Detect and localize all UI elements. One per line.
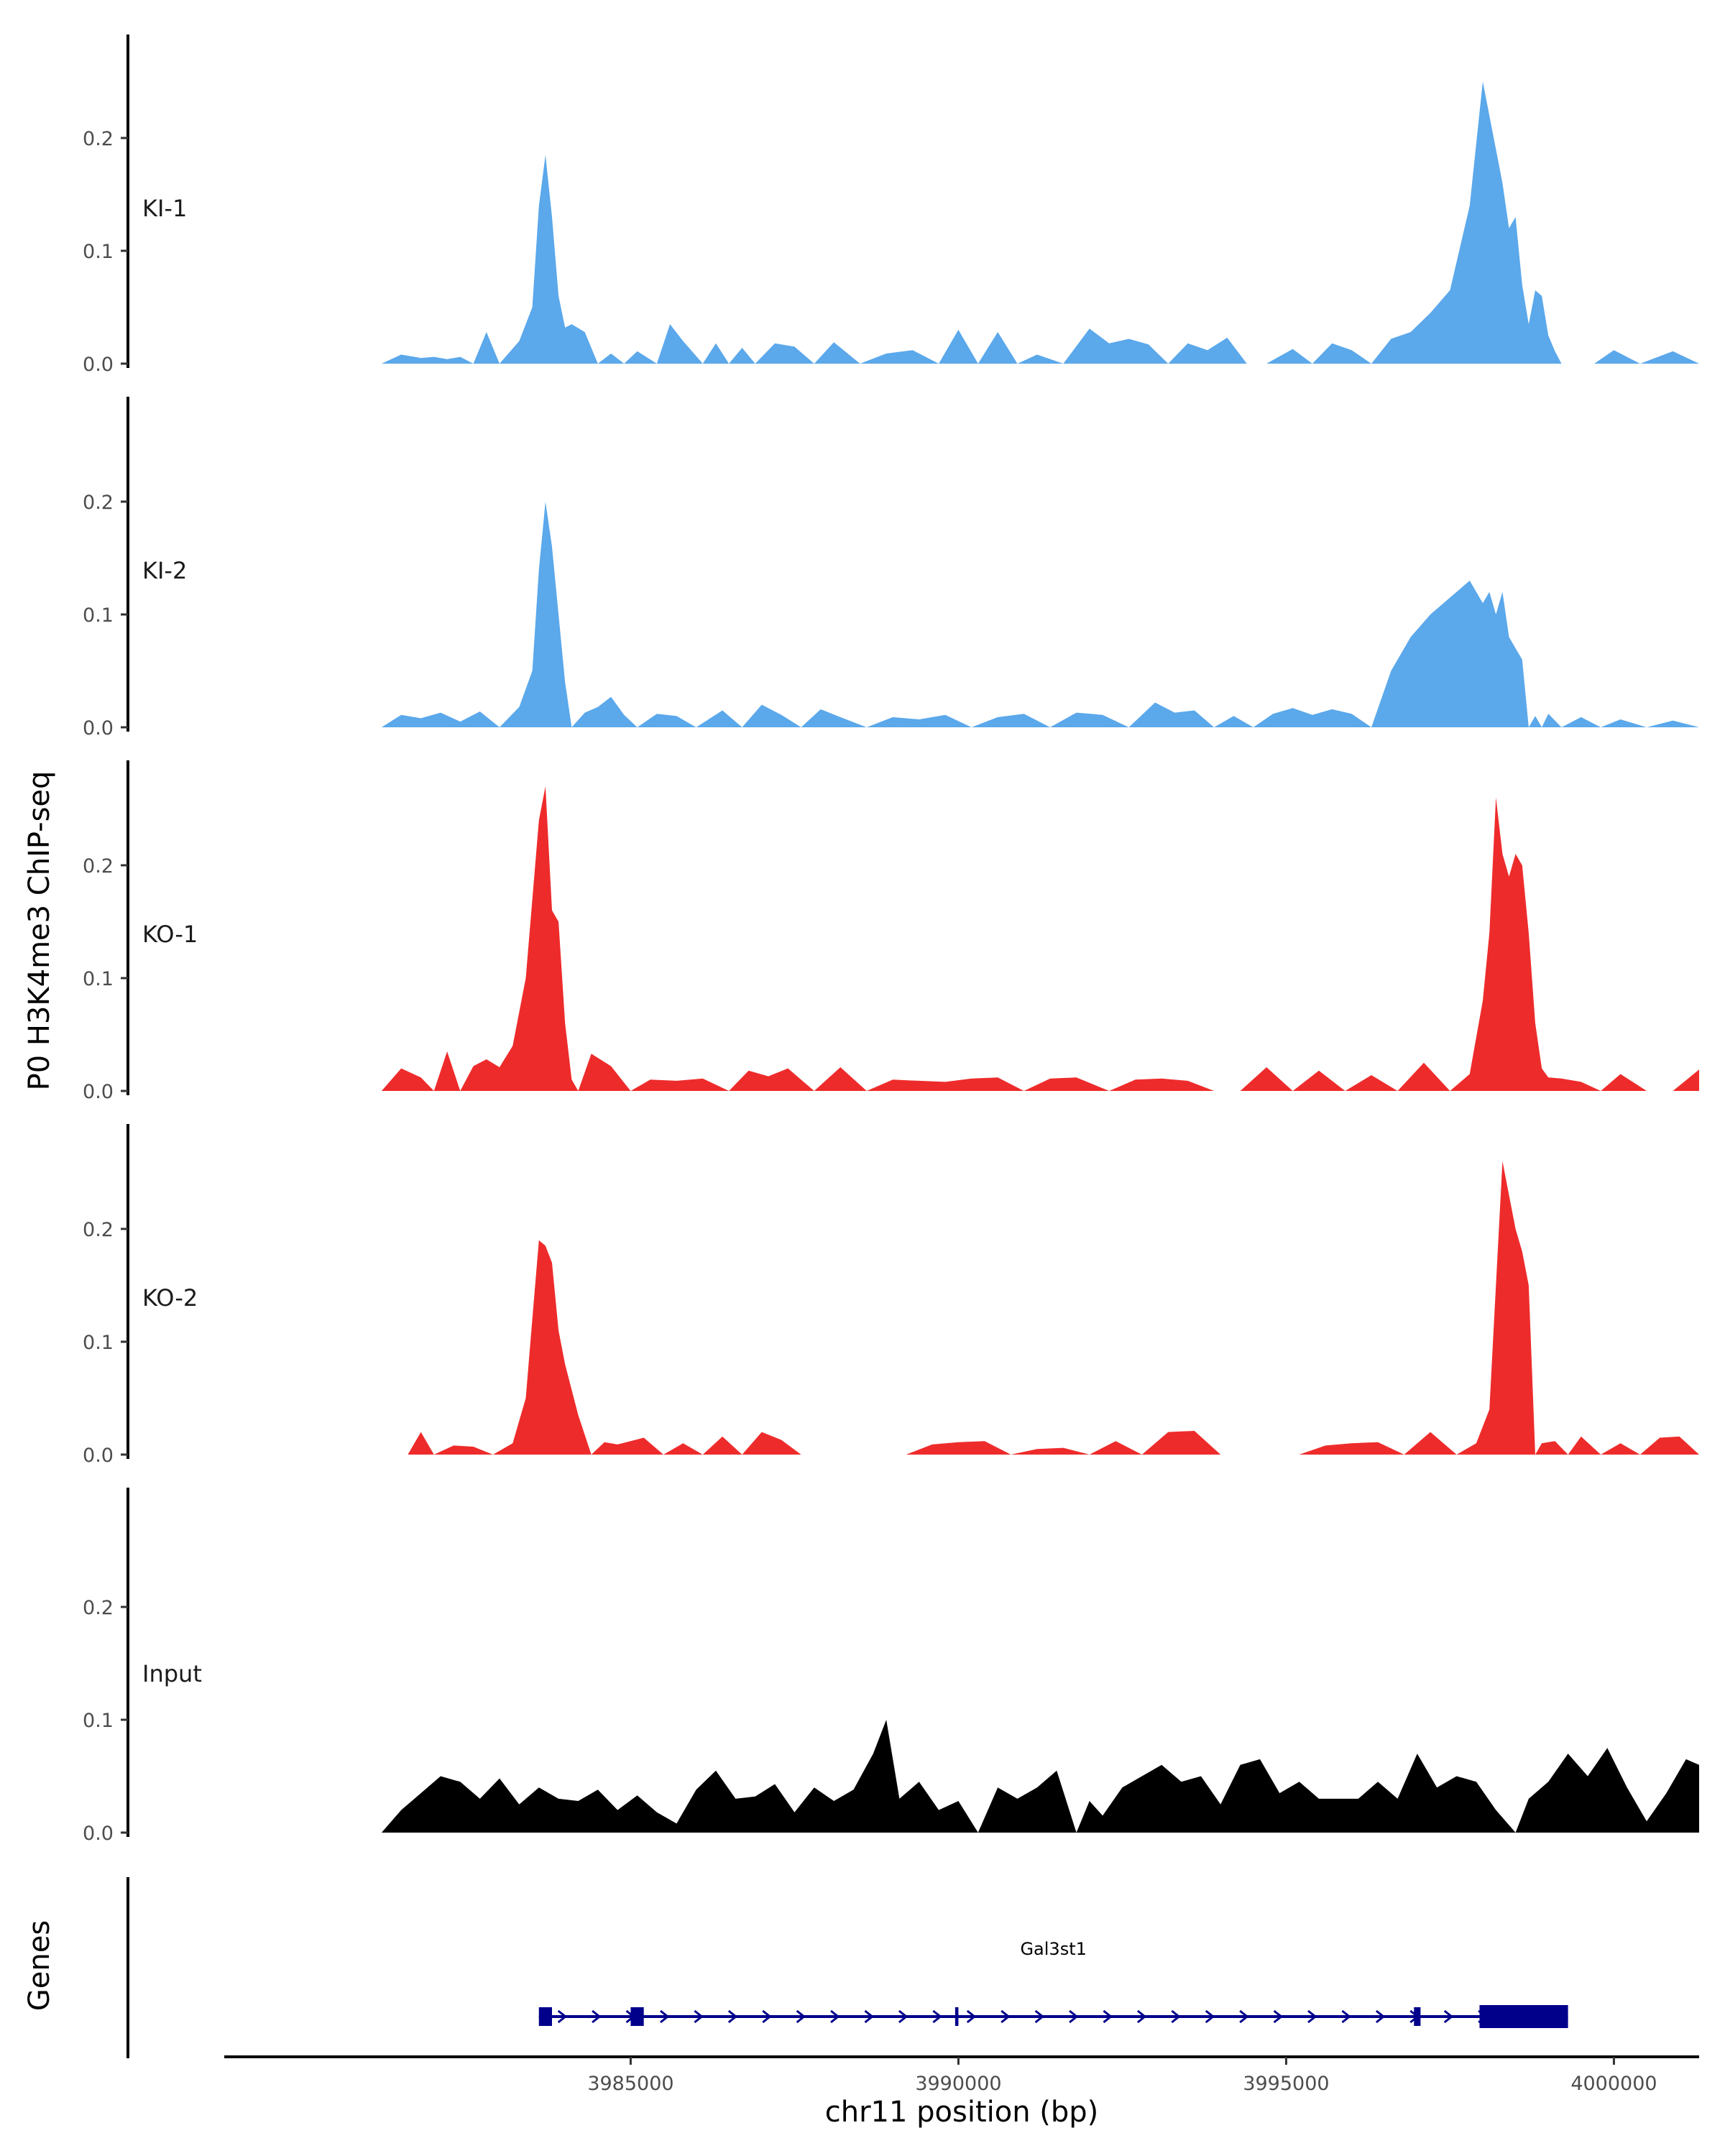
strand-arrow	[1341, 2009, 1351, 2024]
strand-arrow	[694, 2009, 704, 2024]
strand-arrow	[1273, 2009, 1283, 2024]
y-axis-title: P0 H3K4me3 ChIP-seq	[23, 771, 56, 1091]
y-tick-label: 0.0	[83, 1445, 114, 1467]
gene-exon	[630, 2007, 644, 2026]
strand-arrow	[1000, 2009, 1011, 2024]
y-tick-label: 0.2	[83, 1597, 114, 1619]
track-label: KO-1	[142, 921, 198, 948]
y-tick-label: 0.2	[83, 128, 114, 150]
track-label: KO-2	[142, 1284, 198, 1312]
signal-area-input	[381, 1720, 1699, 1833]
y-tick-label: 0.1	[83, 241, 114, 263]
genes-axis-title: Genes	[23, 1920, 56, 2011]
signal-area-ko-1	[381, 786, 1699, 1091]
x-tick-label: 3985000	[587, 2073, 673, 2095]
strand-arrow	[830, 2009, 840, 2024]
track-ko-1: 0.0 0.1 0.2 KO-1	[83, 760, 1699, 1103]
y-tick-label: 0.2	[83, 492, 114, 514]
track-label: Input	[142, 1660, 202, 1687]
y-tick-label: 0.0	[83, 717, 114, 740]
x-axis-title: chr11 position (bp)	[825, 2096, 1099, 2129]
gene-exon	[1414, 2007, 1421, 2026]
strand-arrow	[966, 2009, 977, 2024]
strand-arrow	[660, 2009, 670, 2024]
y-tick-label: 0.2	[83, 855, 114, 877]
strand-arrow	[898, 2009, 908, 2024]
x-tick-label: 3990000	[915, 2073, 1001, 2095]
track-label: KI-1	[142, 195, 187, 222]
strand-arrow	[1239, 2009, 1249, 2024]
track-label: KI-2	[142, 557, 187, 584]
strand-arrow	[1103, 2009, 1113, 2024]
gene-annotation-panel: Gal3st1	[126, 1877, 1568, 2058]
x-axis: 3985000 3990000 3995000 4000000	[224, 2055, 1699, 2095]
gene-exon	[1479, 2005, 1568, 2028]
track-input: 0.0 0.1 0.2 Input	[83, 1488, 1699, 1845]
strand-arrow	[1136, 2009, 1147, 2024]
y-tick-label: 0.1	[83, 1710, 114, 1732]
y-tick-label: 0.1	[83, 604, 114, 627]
gene-name-label: Gal3st1	[1020, 1939, 1086, 1959]
y-tick-label: 0.0	[83, 1081, 114, 1103]
signal-area-ki-2	[381, 502, 1699, 727]
strand-arrow	[592, 2009, 602, 2024]
strand-arrow	[1375, 2009, 1386, 2024]
strand-arrow	[762, 2009, 772, 2024]
track-ko-2: 0.0 0.1 0.2 KO-2	[83, 1124, 1699, 1467]
strand-arrow	[557, 2009, 568, 2024]
x-tick-label: 3995000	[1243, 2073, 1329, 2095]
strand-arrow	[1443, 2009, 1454, 2024]
gene-exon	[538, 2007, 552, 2026]
strand-arrow	[796, 2009, 806, 2024]
y-tick-label: 0.1	[83, 1332, 114, 1354]
signal-tracks: 0.00.10.2KI-10.00.10.2KI-20.00.10.2KO-10…	[83, 34, 1699, 1845]
x-tick-label: 4000000	[1570, 2073, 1657, 2095]
gene-exon	[954, 2007, 959, 2026]
strand-arrow	[1171, 2009, 1181, 2024]
strand-arrow	[727, 2009, 738, 2024]
track-ki-1: 0.0 0.1 0.2 KI-1	[83, 34, 1699, 376]
y-tick-label: 0.0	[83, 354, 114, 376]
y-tick-label: 0.1	[83, 968, 114, 990]
strand-arrow	[932, 2009, 942, 2024]
track-ki-2: 0.0 0.1 0.2 KI-2	[83, 397, 1699, 740]
strand-arrow	[1034, 2009, 1045, 2024]
strand-arrow	[1307, 2009, 1317, 2024]
strand-arrow	[1205, 2009, 1215, 2024]
y-tick-label: 0.2	[83, 1219, 114, 1241]
strand-arrow	[1069, 2009, 1079, 2024]
strand-arrow	[864, 2009, 874, 2024]
y-tick-label: 0.0	[83, 1823, 114, 1845]
